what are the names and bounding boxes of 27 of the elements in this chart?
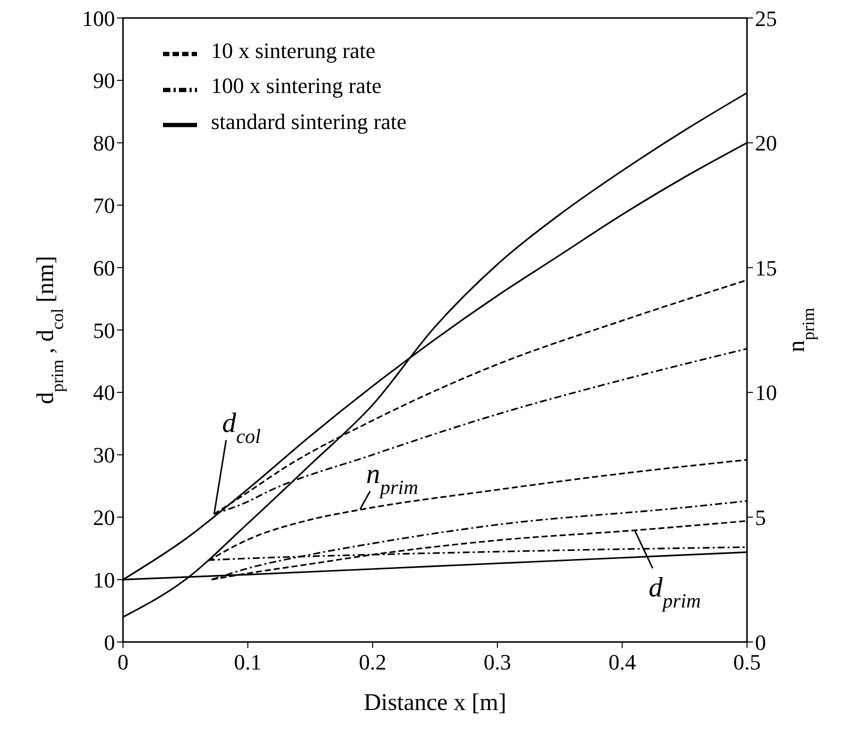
y-tick-label: 90 xyxy=(93,68,115,94)
y2-tick-label: 10 xyxy=(755,380,777,406)
y2-tick-label: 25 xyxy=(755,6,777,31)
y2-tick-label: 15 xyxy=(755,255,777,280)
y-tick-label: 50 xyxy=(93,318,115,343)
x-tick-label: 0.4 xyxy=(608,650,636,675)
x-tick-label: 0.1 xyxy=(234,650,262,675)
y2-tick-label: 5 xyxy=(755,505,766,530)
y-tick-label: 100 xyxy=(82,6,115,31)
y-tick-label: 20 xyxy=(93,505,115,530)
legend-label: 100 x sintering rate xyxy=(211,73,382,98)
y-tick-label: 70 xyxy=(93,193,115,218)
annotation: n$_{prim}$ xyxy=(366,459,418,500)
x-tick-label: 0.3 xyxy=(484,650,512,675)
y-tick-label: 80 xyxy=(93,130,115,156)
x-axis-title: Distance x [m] xyxy=(364,690,506,716)
annotation: d$_{prim}$ xyxy=(648,572,701,612)
y2-tick-label: 20 xyxy=(755,130,777,156)
x-tick-label: 0.2 xyxy=(358,650,386,675)
legend-label: 10 x sinterung rate xyxy=(211,38,376,63)
y-tick-label: 40 xyxy=(93,380,115,406)
annotation: d$_{col}$ xyxy=(222,408,262,448)
y-tick-label: 10 xyxy=(93,567,115,592)
y-tick-label: 30 xyxy=(93,442,115,468)
legend-label: standard sintering rate xyxy=(211,108,406,134)
y-tick-label: 60 xyxy=(93,255,115,280)
y-tick-label: 0 xyxy=(104,630,115,655)
